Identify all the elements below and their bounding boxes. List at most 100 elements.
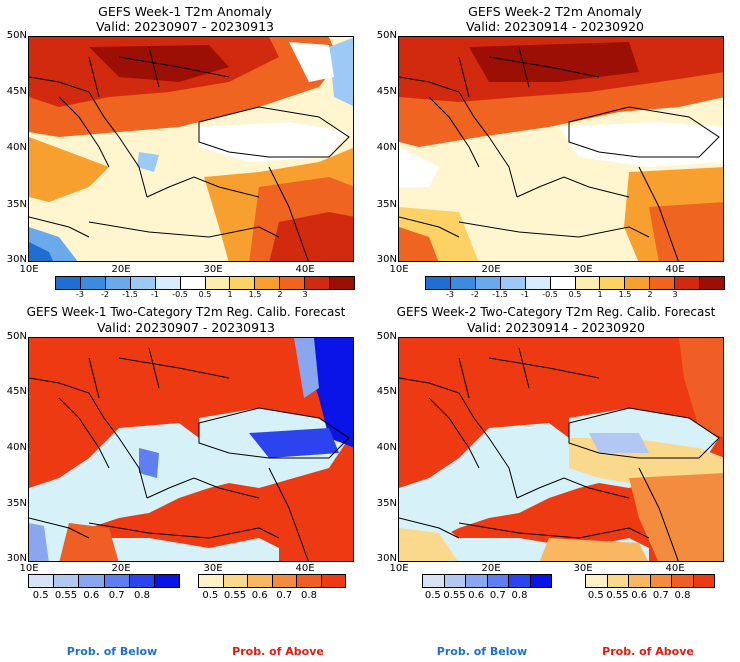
panel-week1-anomaly: GEFS Week-1 T2m Anomaly Valid: 20230907 … [0, 0, 370, 300]
prob-above-colorbar [198, 574, 346, 588]
colorbar-tick-label: 0.7 [108, 590, 125, 601]
colorbar-swatch [625, 277, 651, 289]
colorbar-tick-label: -1.5 [122, 290, 138, 299]
colorbar-swatch [104, 575, 130, 587]
lat-label: 45N [376, 386, 397, 397]
colorbar-tick-label: 0.55 [606, 590, 629, 601]
colorbar-tick-label: 0.8 [511, 590, 528, 601]
colorbar-tick-label: 0.55 [443, 590, 466, 601]
colorbar-tick-label: 0.6 [468, 590, 485, 601]
colorbar-swatch [79, 575, 105, 587]
anomaly-colorbar [425, 276, 725, 290]
colorbar-swatch [423, 575, 445, 587]
lat-label: 30N [376, 254, 397, 265]
colorbar-swatch [272, 575, 297, 587]
panel-valid: Valid: 20230914 - 20230920 [465, 19, 644, 34]
lat-label: 50N [6, 30, 27, 41]
lon-label: 10E [389, 563, 409, 574]
colorbar-tick-label: -3 [76, 290, 84, 299]
lon-label: 30E [573, 264, 593, 275]
lat-label: 50N [376, 30, 397, 41]
lon-label: 20E [111, 264, 131, 275]
probability-field [29, 338, 353, 561]
lon-label: 40E [665, 264, 685, 275]
colorbar-tick-label: 0.5 [587, 590, 604, 601]
lon-label: 30E [573, 563, 593, 574]
panel-valid: Valid: 20230914 - 20230920 [466, 320, 645, 335]
lat-label: 45N [6, 86, 27, 97]
prob-below-colorbar [28, 574, 180, 588]
probability-map [28, 337, 354, 562]
colorbar-swatch [466, 575, 488, 587]
lat-label: 45N [376, 86, 397, 97]
colorbar-tick-label: 0.5 [424, 590, 441, 601]
colorbar-tick-label: 0.7 [652, 590, 669, 601]
colorbar-tick-label: 3 [302, 290, 308, 299]
lat-label: 50N [376, 331, 397, 342]
colorbar-swatch [130, 277, 156, 289]
lon-label: 20E [481, 264, 501, 275]
lat-label: 40N [376, 442, 397, 453]
colorbar-swatch [525, 277, 551, 289]
lat-label: 35N [6, 199, 27, 210]
panel-valid: Valid: 20230907 - 20230913 [95, 19, 274, 34]
lat-label: 35N [376, 498, 397, 509]
panel-week2-probability: GEFS Week-2 Two-Category T2m Reg. Calib.… [370, 300, 740, 662]
colorbar-swatch [509, 575, 531, 587]
colorbar-swatch [675, 277, 701, 289]
lat-label: 50N [6, 331, 27, 342]
colorbar-tick-label: 0.55 [54, 590, 78, 601]
lat-label: 40N [6, 142, 27, 153]
colorbar-swatch [255, 277, 281, 289]
panel-title: GEFS Week-2 T2m Anomaly [468, 4, 642, 19]
colorbar-tick-label: 0.7 [276, 590, 293, 601]
lon-label: 30E [203, 264, 223, 275]
colorbar-tick-label: -1 [521, 290, 529, 299]
colorbar-tick-label: 0.6 [631, 590, 648, 601]
colorbar-tick-label: 0.5 [202, 590, 219, 601]
prob-below-label: Prob. of Below [436, 645, 528, 658]
prob-above-label: Prob. of Above [602, 645, 694, 658]
colorbar-tick-label: 1 [227, 290, 233, 299]
colorbar-swatch [230, 277, 256, 289]
lon-label: 10E [19, 264, 39, 275]
colorbar-swatch [426, 277, 451, 289]
colorbar-swatch [607, 575, 629, 587]
colorbar-swatch [199, 575, 224, 587]
colorbar-swatch [129, 575, 155, 587]
panel-week2-anomaly: GEFS Week-2 T2m Anomaly Valid: 20230914 … [370, 0, 740, 300]
colorbar-swatch [700, 277, 725, 289]
colorbar-swatch [550, 277, 576, 289]
colorbar-tick-label: -0.5 [172, 290, 188, 299]
colorbar-swatch [575, 277, 601, 289]
panel-title: GEFS Week-1 Two-Category T2m Reg. Calib.… [26, 305, 346, 319]
lat-label: 30N [6, 254, 27, 265]
colorbar-tick-label: -1.5 [492, 290, 508, 299]
lon-label: 20E [111, 563, 131, 574]
colorbar-swatch [444, 575, 466, 587]
colorbar-swatch [154, 575, 180, 587]
colorbar-swatch [29, 575, 55, 587]
lon-label: 20E [481, 563, 501, 574]
colorbar-tick-label: 2 [647, 290, 653, 299]
colorbar-tick-label: -1 [151, 290, 159, 299]
colorbar-swatch [297, 575, 322, 587]
colorbar-swatch [629, 575, 651, 587]
anomaly-map [28, 36, 354, 262]
colorbar-tick-label: 0.7 [489, 590, 506, 601]
colorbar-tick-label: 0.5 [32, 590, 49, 601]
colorbar-tick-label: 0.6 [83, 590, 100, 601]
colorbar-swatch [54, 575, 80, 587]
prob-below-colorbar [422, 574, 552, 588]
colorbar-tick-label: -0.5 [542, 290, 558, 299]
probability-field [399, 338, 723, 561]
panel-valid: Valid: 20230907 - 20230913 [96, 320, 275, 335]
prob-above-colorbar [585, 574, 715, 588]
colorbar-swatch [650, 575, 672, 587]
colorbar-tick-label: 2 [277, 290, 283, 299]
colorbar-swatch [155, 277, 181, 289]
lon-label: 40E [295, 563, 315, 574]
colorbar-tick-label: 0.55 [223, 590, 247, 601]
anomaly-field [29, 37, 353, 261]
colorbar-swatch [248, 575, 273, 587]
